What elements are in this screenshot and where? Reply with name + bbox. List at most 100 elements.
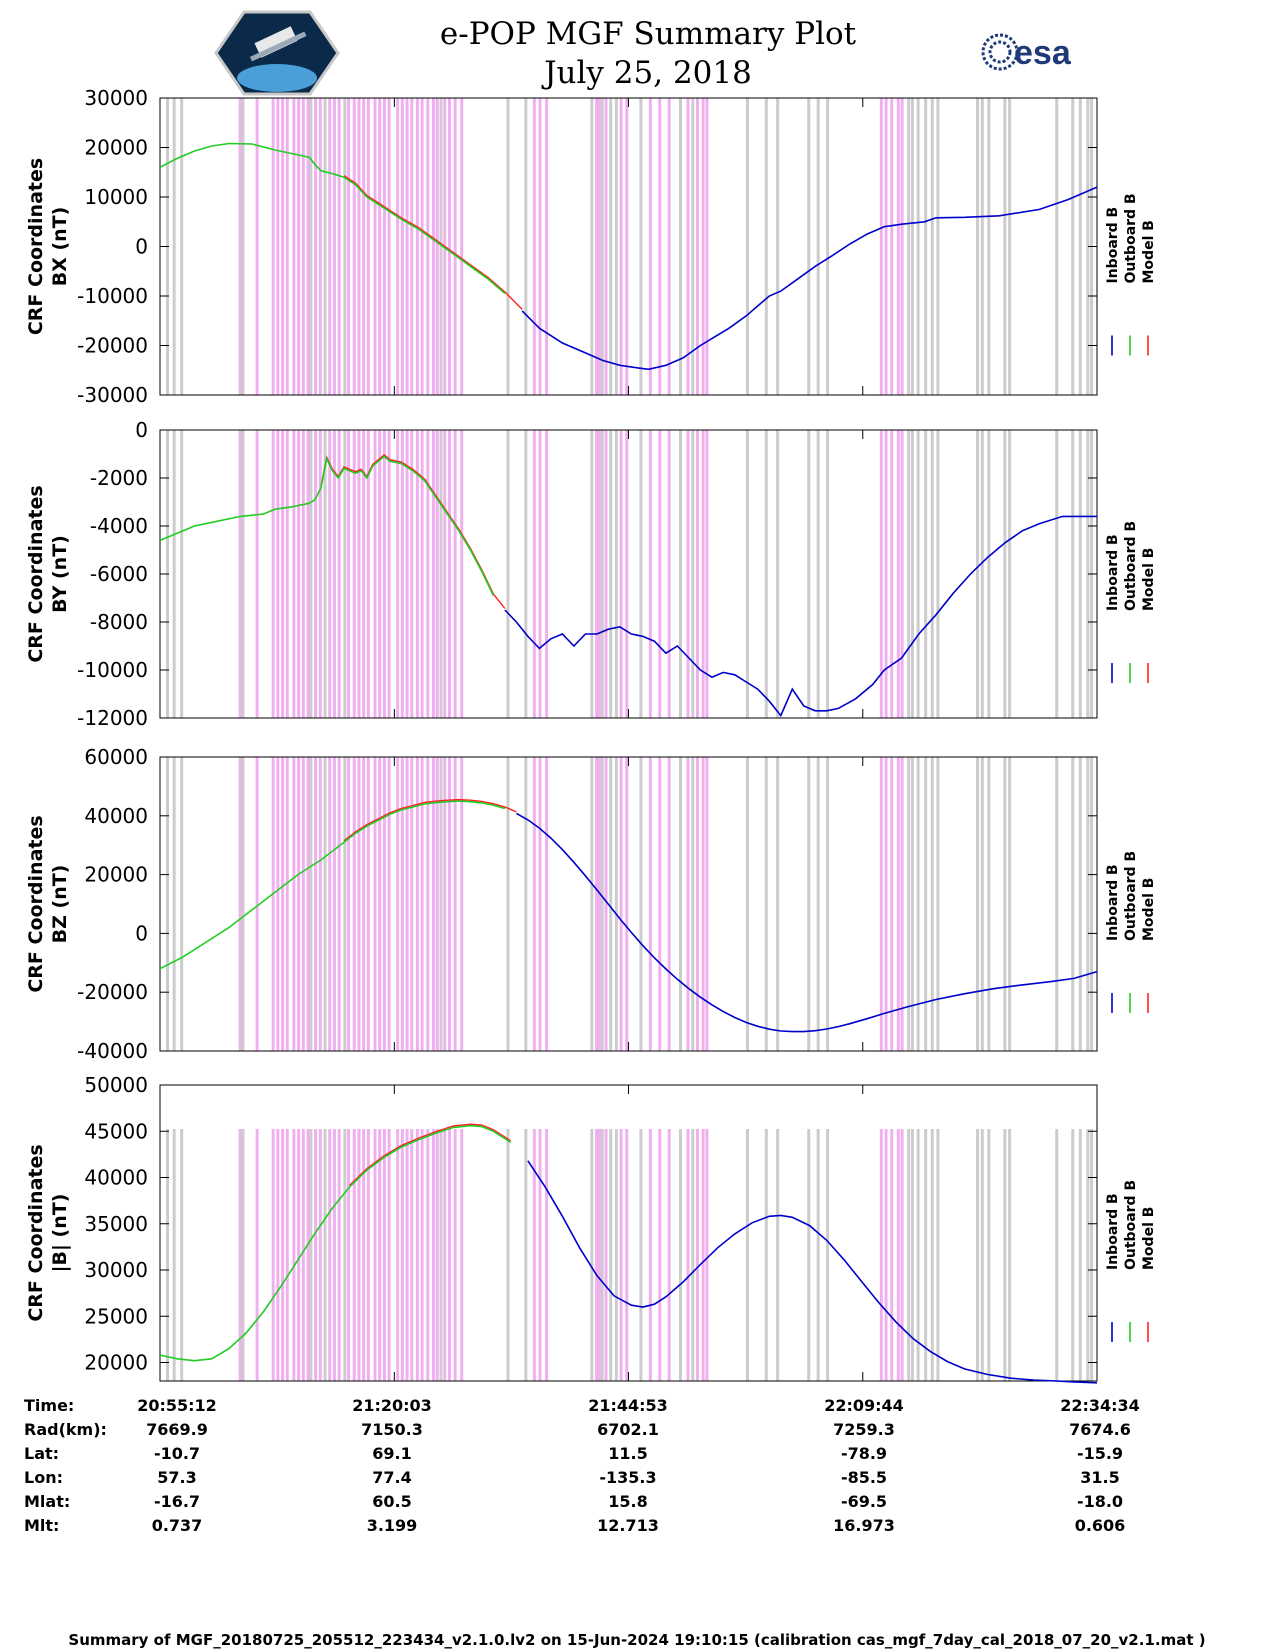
gray-event-band <box>600 757 604 1051</box>
pink-event-band <box>328 98 332 395</box>
gray-event-band <box>600 1129 604 1381</box>
y-tick-label: 20000 <box>84 136 148 160</box>
pink-event-band <box>619 430 623 718</box>
table-cell: 21:20:03 <box>352 1396 432 1415</box>
pink-event-band <box>306 757 310 1051</box>
y-tick-label: 20000 <box>84 863 148 887</box>
pink-event-band <box>420 98 424 395</box>
pink-event-band <box>306 430 310 718</box>
gray-event-band <box>816 1129 820 1381</box>
gray-event-band <box>172 98 176 395</box>
y-tick-label: 20000 <box>84 1351 148 1375</box>
table-cell: 0.737 <box>152 1516 203 1535</box>
y-tick-label: -30000 <box>77 383 148 407</box>
pink-event-band <box>292 98 296 395</box>
pink-event-band <box>884 98 888 395</box>
gray-event-band <box>1086 98 1090 395</box>
pink-event-band <box>460 757 464 1051</box>
gray-event-band <box>614 757 618 1051</box>
gray-event-band <box>639 430 643 718</box>
gray-event-band <box>924 1129 928 1381</box>
gray-event-band <box>590 98 594 395</box>
gray-event-band <box>907 757 911 1051</box>
pink-event-band <box>545 430 549 718</box>
y-tick-label: -40000 <box>77 1039 148 1063</box>
gray-event-band <box>807 430 811 718</box>
table-cell: 6702.1 <box>597 1420 659 1439</box>
esa-logo: esa <box>981 33 1072 72</box>
pink-event-band <box>420 757 424 1051</box>
pink-event-band <box>460 98 464 395</box>
gray-event-band <box>1055 1129 1059 1381</box>
pink-event-band <box>443 757 447 1051</box>
y-tick-label: -4000 <box>90 514 148 538</box>
pink-event-band <box>332 1129 336 1381</box>
y-axis-label: CRF Coordinates <box>25 158 47 335</box>
gray-event-band <box>691 98 695 395</box>
gray-event-band <box>323 98 327 395</box>
plot-title: e-POP MGF Summary Plot <box>440 16 857 52</box>
pink-event-band <box>378 430 382 718</box>
gray-event-band <box>910 1129 914 1381</box>
gray-event-band <box>910 757 914 1051</box>
pink-event-band <box>347 98 351 395</box>
pink-event-band <box>890 757 894 1051</box>
pink-event-band <box>382 757 386 1051</box>
gray-event-band <box>309 98 313 395</box>
pink-event-band <box>366 98 370 395</box>
pink-event-band <box>297 430 301 718</box>
pink-event-band <box>447 430 451 718</box>
gray-event-band <box>826 430 830 718</box>
pink-event-band <box>604 430 608 718</box>
gray-event-band <box>980 98 984 395</box>
table-cell: 31.5 <box>1080 1468 1119 1487</box>
pink-event-band <box>686 98 690 395</box>
pink-event-band <box>281 430 285 718</box>
gray-event-band <box>323 757 327 1051</box>
gray-event-band <box>1055 430 1059 718</box>
legend-label: Model B <box>1141 220 1157 283</box>
gray-event-band <box>1090 1129 1094 1381</box>
pink-event-band <box>890 430 894 718</box>
pink-event-band <box>658 1129 662 1381</box>
pink-event-band <box>285 430 289 718</box>
gray-event-band <box>172 1129 176 1381</box>
legend-label: Inboard B <box>1105 534 1121 611</box>
pink-event-band <box>453 757 457 1051</box>
pink-event-band <box>447 757 451 1051</box>
pink-event-band <box>896 757 900 1051</box>
pink-event-band <box>400 757 404 1051</box>
gray-event-band <box>343 98 347 395</box>
pink-event-band <box>604 757 608 1051</box>
gray-event-band <box>691 757 695 1051</box>
pink-event-band <box>337 98 341 395</box>
gray-event-band <box>1071 430 1075 718</box>
footer-caption: Summary of MGF_20180725_205512_223434_v2… <box>68 1631 1205 1649</box>
gray-event-band <box>614 98 618 395</box>
pink-event-band <box>301 1129 305 1381</box>
axes-frame <box>159 1084 1098 1382</box>
gray-event-band <box>343 430 347 718</box>
pink-event-band <box>387 98 391 395</box>
gray-event-band <box>679 98 683 395</box>
pink-event-band <box>701 757 705 1051</box>
gray-event-band <box>936 1129 940 1381</box>
pink-event-band <box>597 98 601 395</box>
y-tick-label: 60000 <box>84 745 148 769</box>
pink-event-band <box>900 430 904 718</box>
y-axis-label: CRF Coordinates <box>25 485 47 662</box>
model-b-series <box>343 175 523 310</box>
gray-event-band <box>924 98 928 395</box>
table-row-label: Mlt: <box>24 1516 59 1535</box>
pink-event-band <box>301 430 305 718</box>
pink-event-band <box>382 430 386 718</box>
gray-event-band <box>1055 757 1059 1051</box>
pink-event-band <box>337 430 341 718</box>
gray-event-band <box>764 98 768 395</box>
pink-event-band <box>362 757 366 1051</box>
pink-event-band <box>357 430 361 718</box>
pink-event-band <box>625 98 629 395</box>
gray-event-band <box>980 430 984 718</box>
pink-event-band <box>667 98 671 395</box>
